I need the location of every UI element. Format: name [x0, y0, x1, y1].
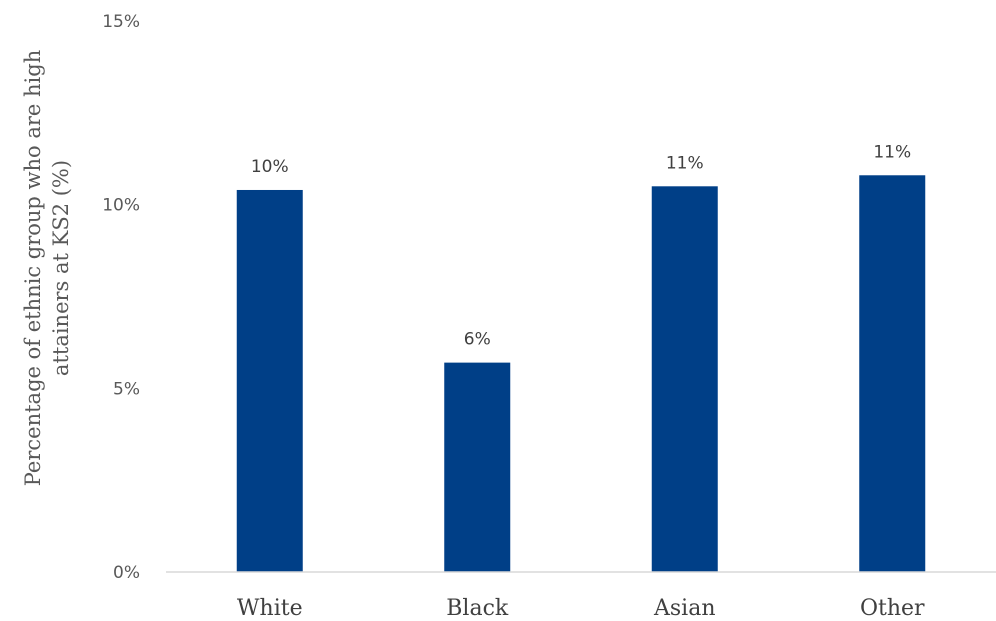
y-tick-label: 0%: [113, 563, 140, 583]
x-tick-label-asian: Asian: [653, 596, 716, 621]
bar-asian: [651, 186, 718, 573]
y-axis-title-line-1: Percentage of ethnic group who are high: [21, 50, 45, 487]
data-labels: 10% 6% 11% 11%: [251, 142, 911, 349]
data-label-white: 10%: [251, 157, 289, 177]
x-tick-label-black: Black: [446, 596, 509, 621]
y-tick-label: 10%: [102, 196, 140, 216]
y-tick-label: 5%: [113, 379, 140, 399]
data-label-asian: 11%: [666, 153, 704, 173]
x-axis-ticks: White Black Asian Other: [237, 596, 925, 621]
x-tick-label-white: White: [237, 596, 303, 621]
y-tick-label: 15%: [102, 12, 140, 32]
bars: [236, 175, 926, 573]
data-label-black: 6%: [464, 330, 491, 350]
x-tick-label-other: Other: [860, 596, 925, 621]
bar-other: [859, 175, 926, 572]
data-label-other: 11%: [873, 142, 911, 162]
y-axis-title-line-2: attainers at KS2 (%): [49, 160, 73, 376]
bar-black: [444, 362, 511, 572]
y-axis-ticks: 0% 5% 10% 15%: [102, 12, 140, 583]
y-axis-title: Percentage of ethnic group who are high …: [21, 50, 73, 487]
bar-white: [236, 189, 303, 572]
